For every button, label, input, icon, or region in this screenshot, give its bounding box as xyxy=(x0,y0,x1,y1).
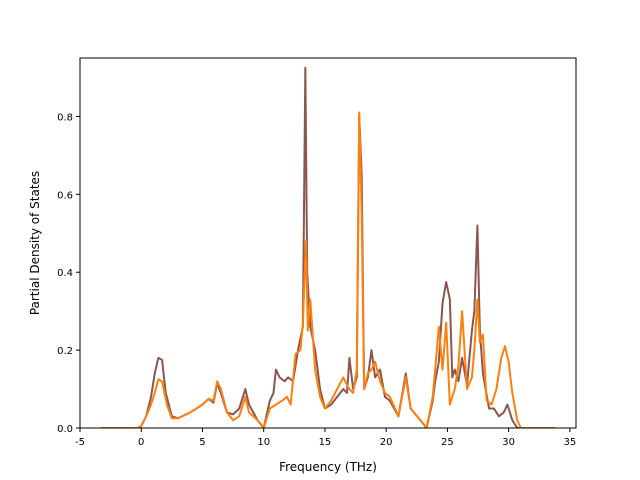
y-tick-label: 0.2 xyxy=(57,346,73,357)
x-tick-label: 25 xyxy=(441,437,454,448)
series-line-2 xyxy=(100,111,556,428)
x-tick-label: 30 xyxy=(502,437,515,448)
x-axis-label: Frequency (THz) xyxy=(279,460,377,474)
axes-frame xyxy=(79,57,577,429)
x-tick-label: 10 xyxy=(257,437,270,448)
x-tick-label: -5 xyxy=(75,437,85,448)
x-tick-label: 20 xyxy=(380,437,393,448)
series-layer xyxy=(100,66,556,428)
x-axis-ticks: -5 0 5 10 15 20 25 30 35 xyxy=(75,428,576,448)
y-tick-label: 0.6 xyxy=(57,190,73,201)
x-tick-label: 0 xyxy=(138,437,144,448)
x-tick-label: 5 xyxy=(199,437,205,448)
y-axis-label: Partial Density of States xyxy=(28,171,42,315)
x-tick-label: 35 xyxy=(564,437,577,448)
series-line-1 xyxy=(100,66,556,428)
y-tick-label: 0.4 xyxy=(57,268,73,279)
y-tick-label: 0.8 xyxy=(57,112,73,123)
x-tick-label: 15 xyxy=(319,437,332,448)
y-tick-label: 0.0 xyxy=(57,424,73,435)
plot-area xyxy=(79,57,577,429)
y-axis-ticks: 0.0 0.2 0.4 0.6 0.8 xyxy=(57,112,80,435)
